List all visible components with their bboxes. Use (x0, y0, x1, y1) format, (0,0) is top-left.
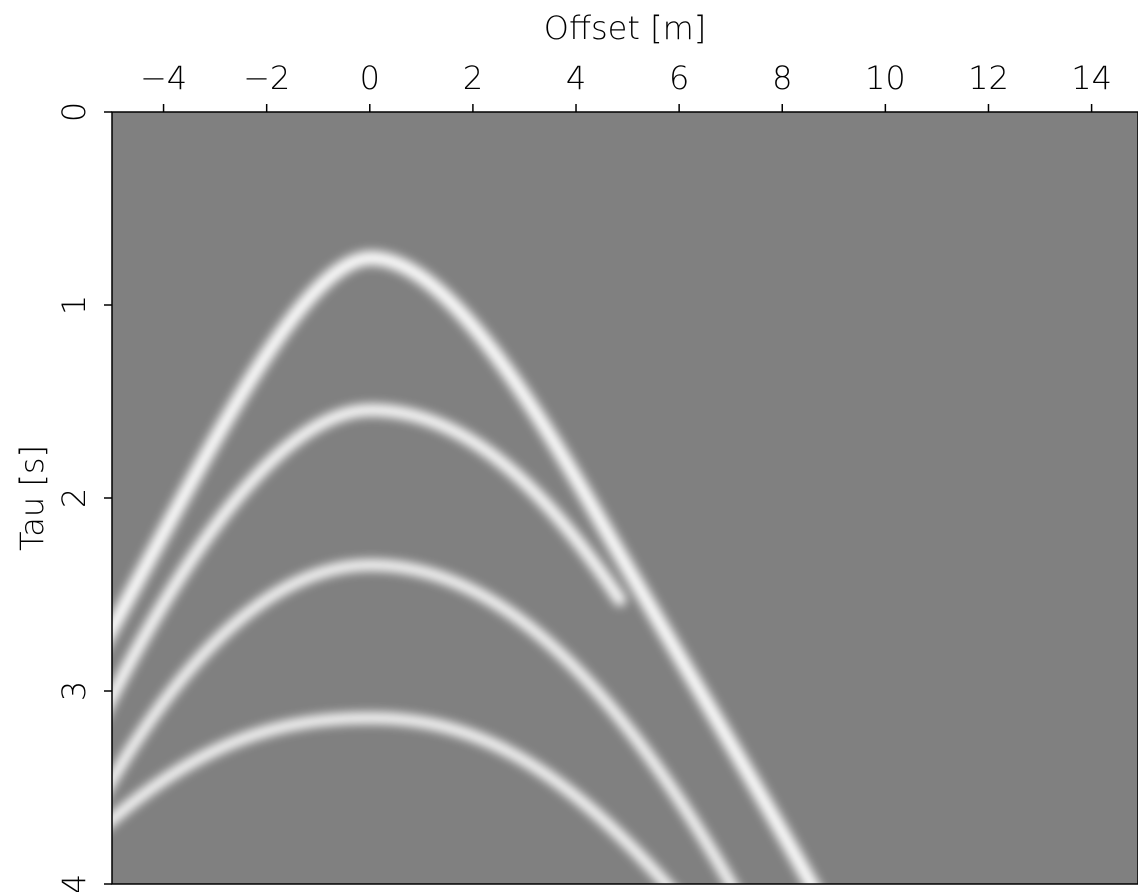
x-tick-label: 12 (968, 59, 1009, 97)
x-tick-label: −2 (243, 59, 290, 97)
x-tick-label: 8 (772, 59, 792, 97)
y-tick-label: 1 (55, 295, 93, 315)
x-tick-label: 10 (865, 59, 906, 97)
x-tick-label: 2 (463, 59, 483, 97)
x-tick-label: 4 (566, 59, 586, 97)
wavefield (112, 250, 820, 884)
x-tick-label: 14 (1071, 59, 1112, 97)
y-axis-label: Tau [s] (13, 445, 51, 551)
image-background (112, 112, 1138, 884)
x-tick-label: 6 (669, 59, 689, 97)
y-tick-label: 3 (55, 681, 93, 701)
x-tick-label: −4 (140, 59, 187, 97)
event (112, 250, 820, 884)
x-tick-label: 0 (360, 59, 380, 97)
x-axis-label: Offset [m] (544, 9, 706, 47)
y-tick-label: 2 (55, 488, 93, 508)
y-tick-label: 0 (55, 102, 93, 122)
event (112, 403, 626, 710)
event (112, 712, 674, 884)
event (112, 559, 738, 884)
y-tick-label: 4 (55, 874, 93, 892)
